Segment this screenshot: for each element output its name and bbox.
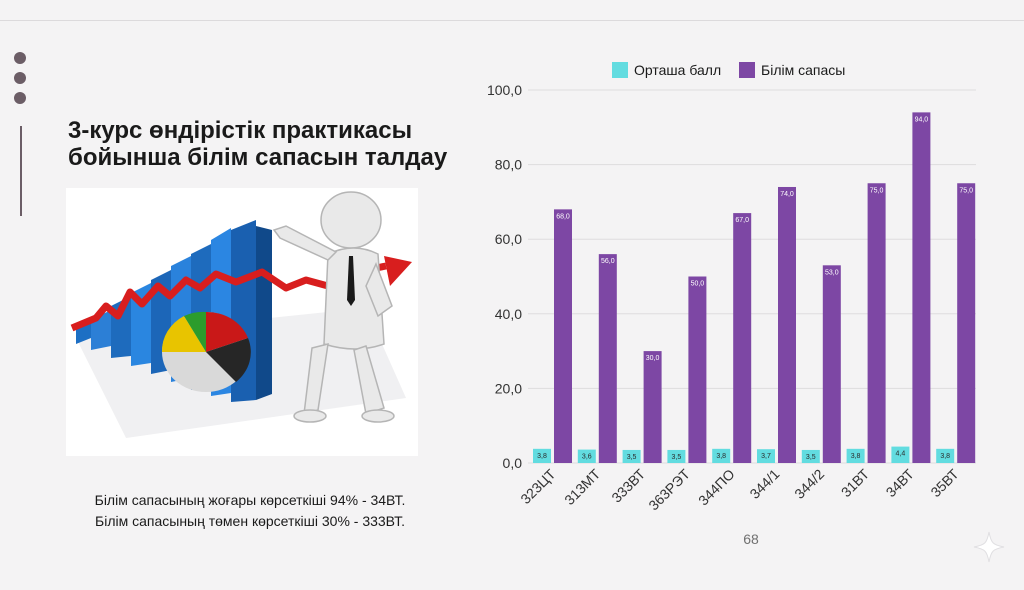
bar-series1 [712, 448, 731, 463]
bar-series2 [554, 209, 572, 463]
x-tick-label: 333ВТ [608, 465, 648, 505]
bar-series1 [801, 449, 820, 463]
bar-chart: 0,0 20,0 40,0 60,0 80,0 100,0 3,8 68,0 323ЦТ 3,6 5… [487, 82, 976, 513]
y-tick-label: 80,0 [495, 157, 522, 173]
legend-item-series2: Білім сапасы [739, 62, 845, 78]
bar-series2 [598, 254, 617, 463]
x-tick-label: 35ВТ [927, 465, 962, 500]
legend-label-series1: Орташа балл [634, 62, 722, 78]
data-label-series2: 50,0 [691, 281, 705, 288]
data-label-series1: 3,5 [672, 454, 682, 461]
data-label-series1: 3,8 [537, 453, 547, 460]
data-label-series2: 94,0 [915, 116, 929, 123]
x-tick-label: 313МТ [561, 465, 603, 507]
bar-series1 [891, 446, 910, 463]
page-number: 68 [743, 531, 759, 547]
legend-swatch-series1 [612, 62, 628, 78]
x-tick-label: 323ЦТ [517, 466, 559, 508]
bar-series2 [733, 213, 752, 463]
bar-series1 [936, 448, 955, 463]
legend-swatch-series2 [739, 62, 756, 78]
data-label-series2: 68,0 [556, 213, 570, 220]
sparkle-icon [973, 531, 1005, 563]
caption-line-lowest: Білім сапасының төмен көрсеткіші 30% - 3… [95, 513, 405, 529]
y-tick-label: 100,0 [487, 82, 522, 98]
y-tick-label: 20,0 [495, 380, 522, 396]
data-label-series2: 75,0 [870, 187, 884, 194]
bar-series2 [822, 265, 841, 463]
y-tick-label: 0,0 [503, 455, 523, 471]
data-label-series1: 3,8 [940, 453, 950, 460]
data-label-series1: 3,5 [627, 454, 637, 461]
chart-legend: Орташа балл Білім сапасы [612, 62, 859, 82]
bar-series1 [533, 448, 551, 463]
bar-series2 [688, 276, 707, 463]
menu-dots-icon [14, 52, 30, 112]
data-label-series1: 3,8 [851, 453, 861, 460]
data-label-series1: 3,5 [806, 454, 816, 461]
data-label-series1: 3,8 [716, 453, 726, 460]
data-label-series2: 75,0 [959, 187, 973, 194]
legend-label-series2: Білім сапасы [761, 62, 846, 78]
x-tick-label: 363РЭТ [645, 465, 693, 513]
slide-title: 3-курс өндірістік практикасы бойынша біл… [68, 117, 448, 171]
slide-caption: Білім сапасының жоғары көрсеткіші 94% - … [40, 490, 460, 532]
data-label-series1: 3,6 [582, 454, 592, 461]
bar-series2 [867, 183, 886, 463]
x-tick-label: 344/1 [746, 466, 782, 502]
data-label-series2: 67,0 [735, 217, 749, 224]
x-tick-label: 31ВТ [838, 465, 873, 500]
bar-series1 [846, 448, 865, 463]
business-growth-chart-figure [66, 188, 418, 456]
top-rule [0, 20, 1024, 21]
x-tick-label: 344ПО [695, 466, 738, 509]
accent-divider [20, 126, 22, 216]
x-tick-label: 344/2 [791, 466, 827, 502]
bar-series1 [757, 449, 775, 463]
data-label-series2: 74,0 [780, 191, 794, 198]
bar-series1 [577, 449, 596, 463]
data-label-series1: 4,4 [896, 451, 906, 458]
bar-series2 [643, 351, 662, 463]
bar-series2 [778, 186, 796, 463]
data-label-series1: 3,7 [761, 453, 771, 460]
x-tick-label: 34ВТ [883, 465, 918, 500]
data-label-series2: 30,0 [646, 355, 660, 362]
data-label-series2: 53,0 [825, 269, 839, 276]
bar-series1 [667, 449, 686, 463]
data-label-series2: 56,0 [601, 258, 615, 265]
y-tick-label: 60,0 [495, 231, 522, 247]
caption-line-highest: Білім сапасының жоғары көрсеткіші 94% - … [94, 492, 406, 508]
y-tick-label: 40,0 [495, 306, 522, 322]
bar-series2 [912, 112, 931, 463]
bar-series2 [957, 183, 976, 463]
bar-series1 [622, 449, 641, 463]
legend-item-series1: Орташа балл [612, 62, 721, 78]
